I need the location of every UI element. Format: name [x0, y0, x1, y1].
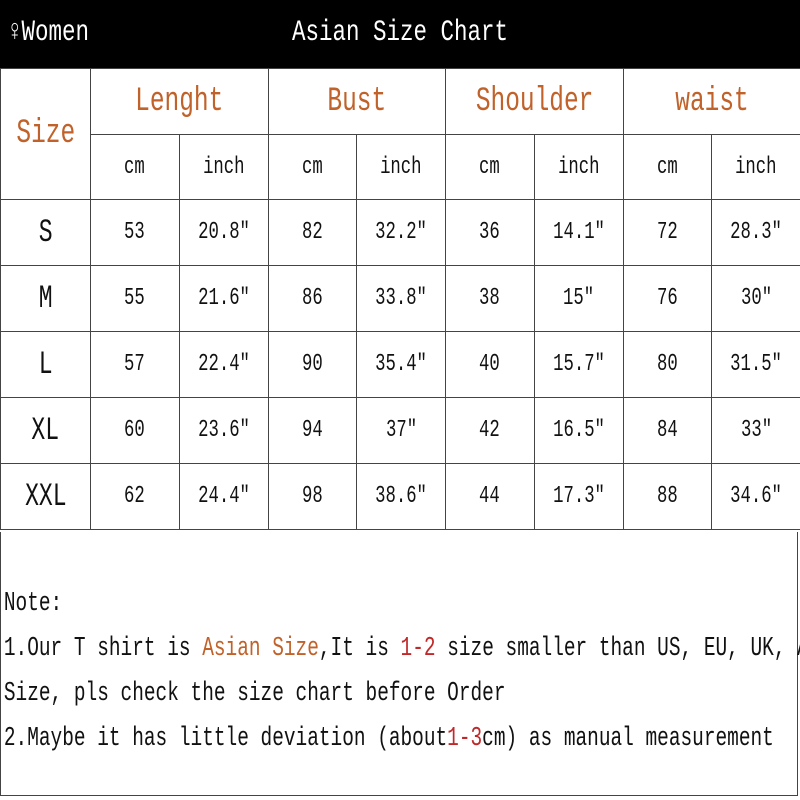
- note-line-3: 2.Maybe it has little deviation (about1-…: [3, 724, 774, 754]
- group-shoulder: Shoulder: [445, 68, 624, 135]
- value-cell: 33.8″: [356, 265, 447, 332]
- value-cell: 28.3″: [711, 199, 800, 266]
- value-cell: 94: [267, 397, 358, 464]
- group-bust: Bust: [267, 68, 447, 135]
- notes: Note: 1.Our T shirt is Asian Size,It is …: [0, 532, 800, 796]
- value-cell: 90: [267, 331, 358, 398]
- value-cell: 72: [622, 199, 713, 266]
- value-cell: 15.7″: [533, 331, 624, 398]
- table-row: XXL 62 24.4″ 98 38.6″ 44 17.3″ 88 34.6″: [0, 463, 800, 530]
- value-cell: 86: [267, 265, 358, 332]
- unit-cell: inch: [711, 134, 800, 200]
- value-cell: 16.5″: [533, 397, 624, 464]
- size-table: Size Lenght Bust Shoulder waist cm inch cm…: [0, 68, 800, 530]
- value-cell: 53: [90, 199, 180, 266]
- value-cell: 23.6″: [178, 397, 269, 464]
- value-cell: 55: [90, 265, 180, 332]
- unit-cell: cm: [622, 134, 713, 200]
- size-cell: S: [0, 199, 91, 266]
- unit-cell: cm: [445, 134, 535, 200]
- value-cell: 24.4″: [178, 463, 269, 530]
- note-line-1: 1.Our T shirt is Asian Size,It is 1-2 si…: [3, 634, 800, 664]
- note-line-2: Size, pls check the size chart before Or…: [3, 679, 506, 709]
- group-header-row: Size Lenght Bust Shoulder waist: [0, 68, 800, 200]
- value-cell: 44: [445, 463, 535, 530]
- value-cell: 35.4″: [356, 331, 447, 398]
- unit-cell: inch: [533, 134, 624, 200]
- unit-header-row: cm inch cm inch cm inch cm inch: [1, 134, 800, 200]
- value-cell: 17.3″: [533, 463, 624, 530]
- table-row: M 55 21.6″ 86 33.8″ 38 15″ 76 30″: [0, 265, 800, 332]
- size-cell: XXL: [0, 463, 91, 530]
- value-cell: 15″: [533, 265, 624, 332]
- table-row: L 57 22.4″ 90 35.4″ 40 15.7″ 80 31.5″: [0, 331, 800, 398]
- value-cell: 88: [622, 463, 713, 530]
- unit-cell: inch: [178, 134, 269, 200]
- value-cell: 30″: [711, 265, 800, 332]
- value-cell: 62: [90, 463, 180, 530]
- size-cell: M: [0, 265, 91, 332]
- value-cell: 40: [445, 331, 535, 398]
- value-cell: 14.1″: [533, 199, 624, 266]
- unit-cell: cm: [90, 134, 180, 200]
- value-cell: 32.2″: [356, 199, 447, 266]
- value-cell: 20.8″: [178, 199, 269, 266]
- value-cell: 82: [267, 199, 358, 266]
- table-row: XL 60 23.6″ 94 37″ 42 16.5″ 84 33″: [0, 397, 800, 464]
- value-cell: 98: [267, 463, 358, 530]
- value-cell: 57: [90, 331, 180, 398]
- group-waist: waist: [622, 68, 800, 135]
- title-bar: ♀Women Asian Size Chart: [0, 0, 800, 68]
- value-cell: 21.6″: [178, 265, 269, 332]
- group-length: Lenght: [90, 68, 269, 135]
- value-cell: 37″: [356, 397, 447, 464]
- value-cell: 76: [622, 265, 713, 332]
- value-cell: 84: [622, 397, 713, 464]
- value-cell: 38: [445, 265, 535, 332]
- unit-cell: inch: [356, 134, 447, 200]
- table-row: S 53 20.8″ 82 32.2″ 36 14.1″ 72 28.3″: [0, 199, 800, 266]
- women-label: ♀Women: [8, 16, 90, 50]
- value-cell: 42: [445, 397, 535, 464]
- value-cell: 33″: [711, 397, 800, 464]
- size-header: Size: [0, 68, 91, 200]
- value-cell: 80: [622, 331, 713, 398]
- value-cell: 34.6″: [711, 463, 800, 530]
- note-title: Note:: [3, 589, 63, 619]
- value-cell: 22.4″: [178, 331, 269, 398]
- size-cell: XL: [0, 397, 91, 464]
- unit-cell: cm: [267, 134, 358, 200]
- value-cell: 36: [445, 199, 535, 266]
- value-cell: 31.5″: [711, 331, 800, 398]
- value-cell: 60: [90, 397, 180, 464]
- value-cell: 38.6″: [356, 463, 447, 530]
- size-cell: L: [0, 331, 91, 398]
- chart-title: Asian Size Chart: [291, 16, 509, 50]
